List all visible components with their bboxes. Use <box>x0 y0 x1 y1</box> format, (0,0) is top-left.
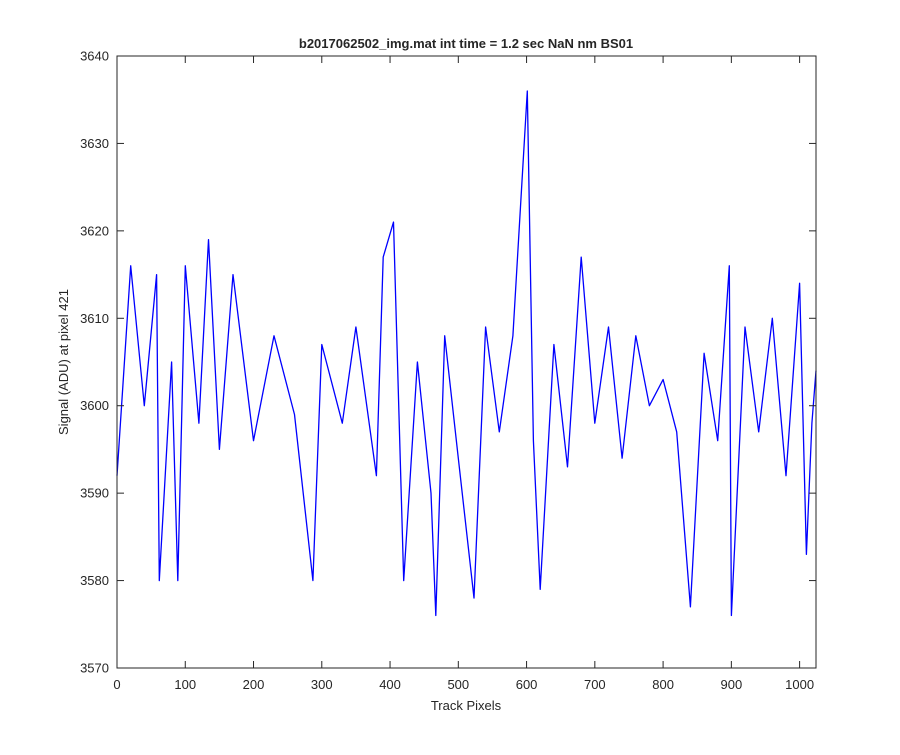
series-line <box>116 90 817 617</box>
y-tick-label: 3590 <box>80 486 109 501</box>
y-tick-label: 3620 <box>80 223 109 238</box>
x-tick-label: 100 <box>174 677 196 692</box>
x-tick-label: 800 <box>652 677 674 692</box>
x-tick-label: 300 <box>311 677 333 692</box>
x-tick-label: 900 <box>721 677 743 692</box>
y-axis: 3570 3580 3590 3600 3610 3620 3630 3640 <box>80 49 816 676</box>
plot-background <box>117 56 816 668</box>
x-tick-label: 200 <box>243 677 265 692</box>
x-tick-label: 700 <box>584 677 606 692</box>
y-tick-label: 3580 <box>80 573 109 588</box>
y-tick-label: 3610 <box>80 311 109 326</box>
y-axis-label: Signal (ADU) at pixel 421 <box>56 289 71 435</box>
y-tick-label: 3640 <box>80 49 109 64</box>
chart-title: b2017062502_img.mat int time = 1.2 sec N… <box>299 36 633 51</box>
y-tick-label: 3570 <box>80 661 109 676</box>
x-tick-label: 0 <box>113 677 120 692</box>
x-tick-label: 600 <box>516 677 538 692</box>
y-tick-label: 3630 <box>80 136 109 151</box>
x-tick-label: 400 <box>379 677 401 692</box>
series-layer <box>116 90 817 617</box>
x-tick-label: 500 <box>447 677 469 692</box>
x-axis-label: Track Pixels <box>431 698 502 713</box>
x-tick-label: 1000 <box>785 677 814 692</box>
plot-frame <box>116 55 817 669</box>
y-tick-label: 3600 <box>80 398 109 413</box>
x-axis: 0 100 200 300 400 500 600 700 800 900 1000 <box>113 56 814 692</box>
